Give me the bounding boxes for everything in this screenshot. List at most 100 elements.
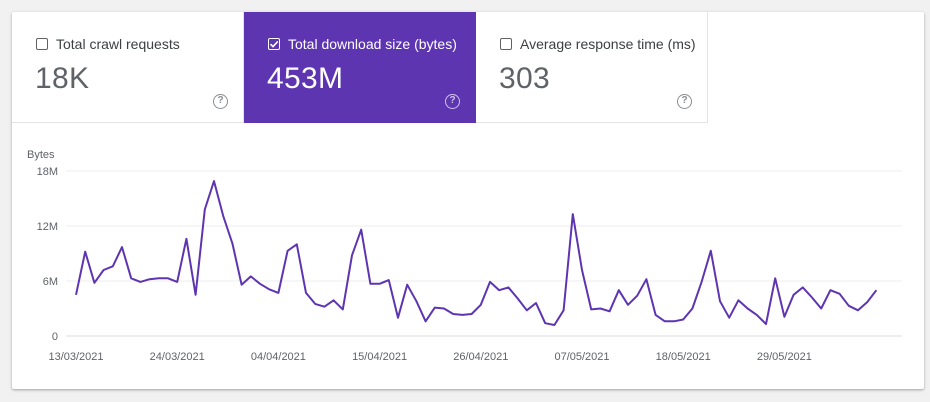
- data-point: [471, 313, 473, 315]
- data-point: [121, 246, 123, 248]
- data-point: [645, 278, 647, 280]
- data-point: [655, 314, 657, 316]
- data-point: [397, 317, 399, 319]
- data-point: [112, 265, 114, 267]
- data-point: [305, 292, 307, 294]
- data-point: [323, 306, 325, 308]
- metric-value: 453M: [267, 62, 344, 95]
- data-point: [75, 294, 77, 296]
- data-point: [231, 242, 233, 244]
- data-point: [526, 309, 528, 311]
- metric-total-crawl-requests[interactable]: Total crawl requests 18K ?: [12, 12, 244, 123]
- metric-value: 303: [499, 62, 550, 95]
- data-point: [369, 283, 371, 285]
- data-point: [848, 305, 850, 307]
- data-point: [793, 294, 795, 296]
- data-point: [139, 281, 141, 283]
- data-point: [213, 180, 215, 182]
- data-point: [287, 250, 289, 252]
- data-point: [802, 286, 804, 288]
- data-point: [664, 320, 666, 322]
- data-point: [609, 310, 611, 312]
- metric-total-download-size[interactable]: Total download size (bytes) 453M ?: [244, 12, 476, 123]
- data-point: [673, 320, 675, 322]
- data-point: [360, 229, 362, 231]
- data-point: [130, 277, 132, 279]
- metric-tabs: Total crawl requests 18K ? Total downloa…: [12, 12, 708, 123]
- data-point: [498, 289, 500, 291]
- data-point: [581, 269, 583, 271]
- data-point: [719, 300, 721, 302]
- data-point: [636, 295, 638, 297]
- data-point: [443, 308, 445, 310]
- data-point: [204, 209, 206, 211]
- data-point: [406, 284, 408, 286]
- data-point: [756, 314, 758, 316]
- metric-average-response-time[interactable]: Average response time (ms) 303 ?: [476, 12, 708, 123]
- data-point: [489, 281, 491, 283]
- help-icon[interactable]: ?: [445, 94, 460, 109]
- data-point: [820, 308, 822, 310]
- data-point: [875, 289, 877, 291]
- x-tick-label: 13/03/2021: [48, 351, 103, 363]
- data-point: [572, 213, 574, 215]
- data-point: [93, 282, 95, 284]
- series-line: [75, 180, 878, 326]
- data-point: [728, 317, 730, 319]
- data-point: [379, 283, 381, 285]
- y-tick-label: 18M: [37, 166, 58, 178]
- help-icon[interactable]: ?: [213, 94, 228, 109]
- data-point: [857, 309, 859, 311]
- data-point: [563, 309, 565, 311]
- data-point: [461, 314, 463, 316]
- data-point: [158, 277, 160, 279]
- data-point: [618, 289, 620, 291]
- y-tick-label: 0: [52, 331, 58, 343]
- help-icon[interactable]: ?: [677, 94, 692, 109]
- data-point: [296, 243, 298, 245]
- data-point: [185, 238, 187, 240]
- data-point: [811, 297, 813, 299]
- data-point: [765, 323, 767, 325]
- x-tick-label: 26/04/2021: [453, 351, 508, 363]
- data-point: [599, 308, 601, 310]
- x-tick-label: 04/04/2021: [251, 351, 306, 363]
- crawl-stats-card: Total crawl requests 18K ? Total downloa…: [12, 12, 924, 389]
- data-point: [259, 283, 261, 285]
- data-point: [535, 302, 537, 304]
- download-size-line-chart: Bytes 0 6M 12M 18M 13/03/2021 24/03/2021 04/04/…: [27, 149, 902, 363]
- x-tick-label: 15/04/2021: [352, 351, 407, 363]
- data-point: [342, 308, 344, 310]
- checkbox-icon[interactable]: [500, 38, 512, 50]
- data-point: [627, 304, 629, 306]
- data-point: [691, 308, 693, 310]
- data-point: [517, 297, 519, 299]
- data-point: [333, 299, 335, 301]
- data-point: [351, 254, 353, 256]
- x-tick-label: 29/05/2021: [757, 351, 812, 363]
- data-point: [452, 313, 454, 315]
- checkbox-icon[interactable]: [36, 38, 48, 50]
- data-point: [710, 250, 712, 252]
- data-point: [829, 289, 831, 291]
- x-tick-label: 07/05/2021: [554, 351, 609, 363]
- data-point: [103, 269, 105, 271]
- data-point: [866, 301, 868, 303]
- data-point: [783, 316, 785, 318]
- data-point: [268, 288, 270, 290]
- data-point: [425, 320, 427, 322]
- data-point: [149, 278, 151, 280]
- data-point: [241, 284, 243, 286]
- data-point: [774, 277, 776, 279]
- data-point: [590, 308, 592, 310]
- data-point: [839, 293, 841, 295]
- data-point: [250, 275, 252, 277]
- y-axis-title: Bytes: [27, 149, 55, 161]
- data-point: [507, 286, 509, 288]
- data-point: [434, 307, 436, 309]
- y-tick-label: 6M: [43, 276, 58, 288]
- data-point: [167, 277, 169, 279]
- metric-label: Average response time (ms): [520, 36, 696, 52]
- data-point: [682, 319, 684, 321]
- checkbox-checked-icon[interactable]: [268, 38, 280, 50]
